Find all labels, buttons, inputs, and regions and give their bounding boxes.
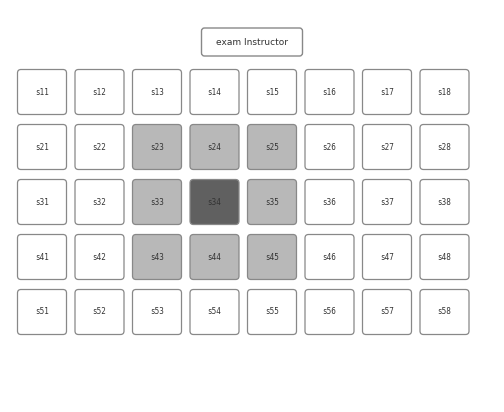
Text: s45: s45 xyxy=(265,253,279,262)
FancyBboxPatch shape xyxy=(362,124,411,169)
FancyBboxPatch shape xyxy=(305,70,354,115)
Text: s42: s42 xyxy=(93,253,106,262)
Text: s47: s47 xyxy=(380,253,394,262)
FancyBboxPatch shape xyxy=(190,180,239,225)
FancyBboxPatch shape xyxy=(362,180,411,225)
Text: s35: s35 xyxy=(265,197,279,206)
FancyBboxPatch shape xyxy=(190,290,239,335)
Text: s28: s28 xyxy=(437,143,452,152)
FancyBboxPatch shape xyxy=(190,234,239,279)
FancyBboxPatch shape xyxy=(75,180,124,225)
FancyBboxPatch shape xyxy=(133,290,181,335)
Text: s57: s57 xyxy=(380,307,394,316)
FancyBboxPatch shape xyxy=(420,180,469,225)
FancyBboxPatch shape xyxy=(133,180,181,225)
Text: s51: s51 xyxy=(35,307,49,316)
Text: s58: s58 xyxy=(437,307,452,316)
Text: s17: s17 xyxy=(380,87,394,96)
Text: s54: s54 xyxy=(208,307,221,316)
Text: s44: s44 xyxy=(208,253,221,262)
Text: s12: s12 xyxy=(93,87,106,96)
FancyBboxPatch shape xyxy=(18,234,67,279)
Text: s46: s46 xyxy=(323,253,337,262)
FancyBboxPatch shape xyxy=(305,124,354,169)
FancyBboxPatch shape xyxy=(420,70,469,115)
FancyBboxPatch shape xyxy=(247,234,296,279)
FancyBboxPatch shape xyxy=(305,290,354,335)
FancyBboxPatch shape xyxy=(305,180,354,225)
FancyBboxPatch shape xyxy=(133,124,181,169)
Text: s56: s56 xyxy=(323,307,337,316)
Text: s27: s27 xyxy=(380,143,394,152)
Text: s52: s52 xyxy=(93,307,106,316)
FancyBboxPatch shape xyxy=(190,70,239,115)
FancyBboxPatch shape xyxy=(247,290,296,335)
FancyBboxPatch shape xyxy=(202,28,302,56)
FancyBboxPatch shape xyxy=(18,180,67,225)
FancyBboxPatch shape xyxy=(18,70,67,115)
FancyBboxPatch shape xyxy=(362,290,411,335)
Text: s55: s55 xyxy=(265,307,279,316)
Text: s36: s36 xyxy=(323,197,337,206)
Text: s32: s32 xyxy=(93,197,106,206)
Text: s31: s31 xyxy=(35,197,49,206)
Text: s34: s34 xyxy=(208,197,221,206)
Text: exam Instructor: exam Instructor xyxy=(216,37,288,47)
FancyBboxPatch shape xyxy=(18,124,67,169)
Text: s48: s48 xyxy=(437,253,452,262)
FancyBboxPatch shape xyxy=(362,234,411,279)
Text: s38: s38 xyxy=(437,197,452,206)
Text: s13: s13 xyxy=(150,87,164,96)
Text: s14: s14 xyxy=(208,87,221,96)
Text: s21: s21 xyxy=(35,143,49,152)
Text: s37: s37 xyxy=(380,197,394,206)
Text: s53: s53 xyxy=(150,307,164,316)
Text: s43: s43 xyxy=(150,253,164,262)
Text: s16: s16 xyxy=(323,87,337,96)
Text: s33: s33 xyxy=(150,197,164,206)
Text: s24: s24 xyxy=(208,143,221,152)
FancyBboxPatch shape xyxy=(75,124,124,169)
FancyBboxPatch shape xyxy=(305,234,354,279)
FancyBboxPatch shape xyxy=(247,124,296,169)
FancyBboxPatch shape xyxy=(420,234,469,279)
FancyBboxPatch shape xyxy=(18,290,67,335)
Text: s22: s22 xyxy=(93,143,106,152)
FancyBboxPatch shape xyxy=(420,290,469,335)
FancyBboxPatch shape xyxy=(247,70,296,115)
Text: s26: s26 xyxy=(323,143,337,152)
FancyBboxPatch shape xyxy=(75,290,124,335)
FancyBboxPatch shape xyxy=(133,70,181,115)
Text: s23: s23 xyxy=(150,143,164,152)
Text: s11: s11 xyxy=(35,87,49,96)
Text: s15: s15 xyxy=(265,87,279,96)
FancyBboxPatch shape xyxy=(75,70,124,115)
FancyBboxPatch shape xyxy=(190,124,239,169)
FancyBboxPatch shape xyxy=(247,180,296,225)
FancyBboxPatch shape xyxy=(133,234,181,279)
Text: s25: s25 xyxy=(265,143,279,152)
FancyBboxPatch shape xyxy=(420,124,469,169)
Text: s18: s18 xyxy=(437,87,452,96)
FancyBboxPatch shape xyxy=(362,70,411,115)
FancyBboxPatch shape xyxy=(75,234,124,279)
Text: s41: s41 xyxy=(35,253,49,262)
